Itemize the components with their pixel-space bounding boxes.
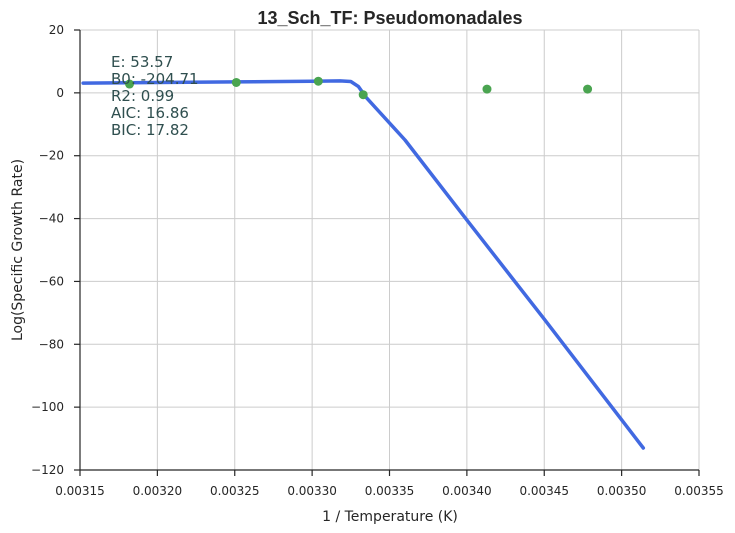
y-axis-label: Log(Specific Growth Rate) [10, 159, 26, 341]
data-point [313, 76, 323, 86]
y-tick-label: 0 [56, 86, 64, 100]
data-point [125, 79, 135, 89]
data-point [482, 84, 492, 94]
stat-r2: R2: 0.99 [111, 87, 174, 105]
x-tick-label: 0.00350 [597, 484, 647, 498]
fit-line [81, 79, 646, 450]
y-tick-label: 20 [49, 23, 64, 37]
x-tick-label: 0.00315 [55, 484, 105, 498]
x-tick-label: 0.00325 [210, 484, 260, 498]
x-axis-label: 1 / Temperature (K) [322, 509, 458, 525]
stat-e: E: 53.57 [111, 53, 173, 71]
y-tick-label: −120 [31, 463, 64, 477]
fit-stats-annotation: E: 53.57 B0: -204.71 R2: 0.99 AIC: 16.86… [111, 53, 199, 139]
y-tick-label: −100 [31, 400, 64, 414]
x-tick-label: 0.00320 [133, 484, 183, 498]
ticks: 0.00315 0.00320 0.00325 0.00330 0.00335 0.003… [31, 23, 724, 498]
data-point [231, 77, 241, 87]
x-tick-label: 0.00340 [442, 484, 492, 498]
x-tick-label: 0.00330 [287, 484, 337, 498]
x-tick-label: 0.00345 [519, 484, 569, 498]
chart-title: 13_Sch_TF: Pseudomonadales [257, 8, 522, 28]
stat-bic: BIC: 17.82 [111, 121, 189, 139]
y-tick-label: −40 [39, 212, 64, 226]
y-tick-label: −80 [39, 337, 64, 351]
y-tick-label: −60 [39, 274, 64, 288]
grid [80, 29, 700, 470]
stat-b0: B0: -204.71 [111, 70, 199, 88]
data-point [583, 84, 593, 94]
data-point [358, 90, 368, 100]
x-tick-label: 0.00355 [674, 484, 724, 498]
plot-series [81, 76, 646, 450]
stat-aic: AIC: 16.86 [111, 104, 189, 122]
x-tick-label: 0.00335 [365, 484, 415, 498]
y-tick-label: −20 [39, 149, 64, 163]
